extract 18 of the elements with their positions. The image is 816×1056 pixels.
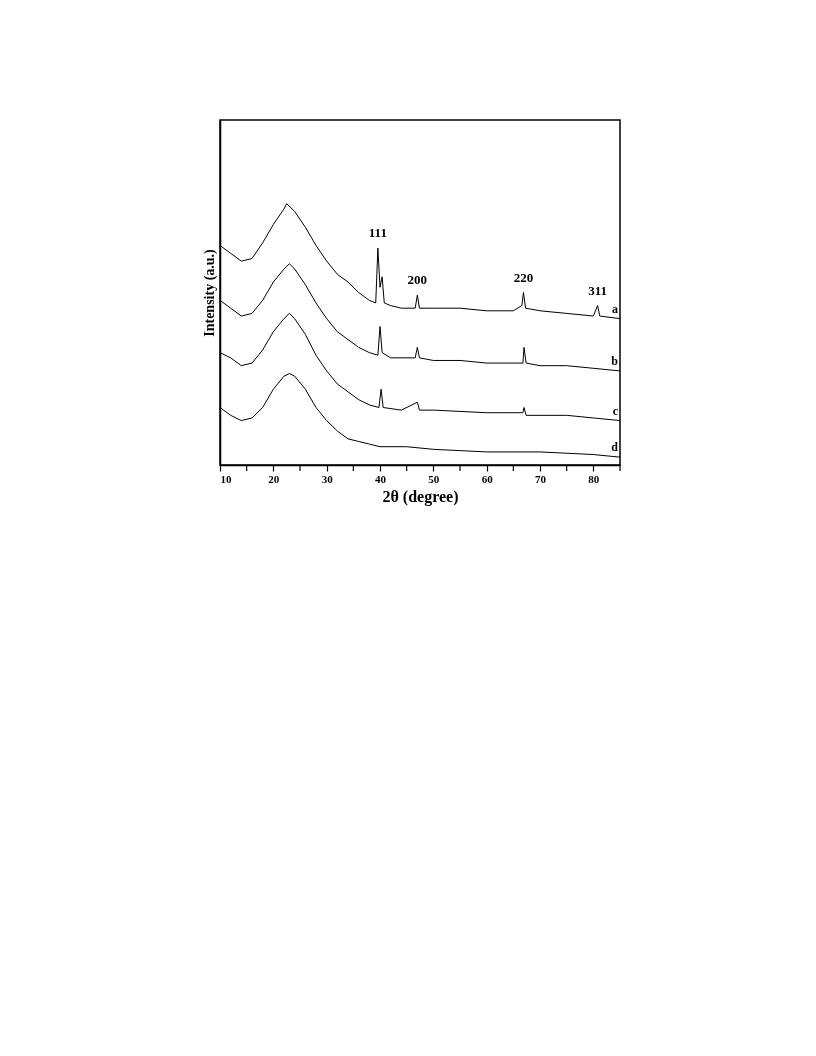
x-tick-label: 70 [535, 472, 547, 485]
series-label: d [611, 440, 619, 455]
y-axis-title: Intensity (a.u.) [201, 248, 218, 337]
x-tick-label: 60 [481, 472, 494, 485]
annotation: 311 [588, 282, 607, 298]
x-axis-title: 2θ (degree) [382, 487, 459, 506]
annotation: 111 [368, 225, 387, 241]
x-tick-label: 80 [588, 472, 600, 485]
annotation: 220 [513, 269, 534, 285]
x-tick-label: 40 [375, 472, 387, 485]
x-tick-label: 50 [428, 472, 440, 485]
x-tick-label: 20 [268, 472, 280, 485]
series-label: c [612, 403, 619, 418]
series-label: b [611, 353, 619, 368]
annotation: 200 [407, 272, 428, 288]
series-label: a [612, 301, 618, 316]
x-tick-label: 30 [321, 472, 334, 485]
x-tick-label: 10 [220, 472, 232, 485]
